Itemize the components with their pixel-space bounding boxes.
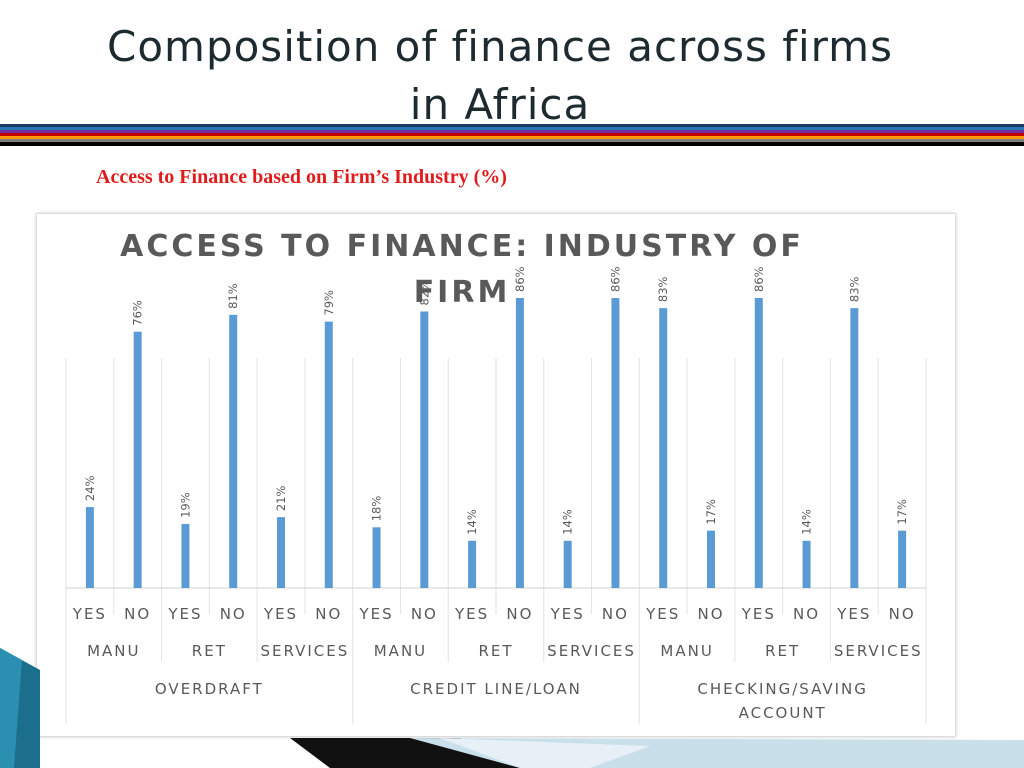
data-label: 14% bbox=[800, 509, 814, 535]
data-label: 76% bbox=[131, 300, 145, 326]
bar-chart: ACCESS TO FINANCE: INDUSTRY OF FIRM 24% YES… bbox=[65, 229, 927, 724]
category-label: YES bbox=[167, 605, 202, 623]
chart-bar bbox=[707, 530, 715, 588]
category-label: YES bbox=[454, 605, 489, 623]
title-stripe bbox=[0, 139, 1024, 142]
title-stripe bbox=[0, 142, 1024, 146]
industry-label: MANU bbox=[374, 642, 427, 660]
chart-bar bbox=[802, 540, 811, 588]
category-label: YES bbox=[263, 605, 298, 623]
slide-title-line-2: in Africa bbox=[409, 80, 591, 129]
decorative-bottom-wave bbox=[290, 738, 1024, 768]
chart-title: FIRM bbox=[414, 275, 511, 310]
category-label: NO bbox=[506, 605, 533, 623]
chart-bar bbox=[324, 321, 333, 588]
industry-label: RET bbox=[478, 642, 513, 660]
chart-bar bbox=[468, 540, 477, 588]
data-label: 86% bbox=[513, 266, 527, 292]
category-label: YES bbox=[645, 605, 680, 623]
category-label: YES bbox=[741, 605, 776, 623]
category-label: NO bbox=[697, 605, 724, 623]
chart-bar bbox=[372, 527, 381, 588]
data-label: 86% bbox=[608, 266, 622, 292]
data-label: 14% bbox=[465, 509, 479, 535]
decorative-corner-shape bbox=[0, 648, 40, 768]
chart-bar bbox=[563, 540, 572, 588]
chart-bar bbox=[133, 331, 142, 588]
finance-type-label: CHECKING/SAVING bbox=[697, 680, 868, 698]
data-label: 14% bbox=[561, 509, 575, 535]
slide-title-line-1: Composition of finance across firms bbox=[107, 22, 893, 71]
industry-label: MANU bbox=[660, 642, 713, 660]
category-label: NO bbox=[411, 605, 438, 623]
data-label: 82% bbox=[417, 280, 431, 306]
data-label: 81% bbox=[226, 283, 240, 309]
category-label: NO bbox=[220, 605, 247, 623]
title-stripe bbox=[0, 133, 1024, 136]
data-label: 86% bbox=[752, 266, 766, 292]
title-stripe bbox=[0, 127, 1024, 130]
data-label: 21% bbox=[274, 486, 288, 512]
category-label: YES bbox=[550, 605, 585, 623]
data-label: 24% bbox=[83, 475, 97, 501]
data-label: 18% bbox=[370, 496, 384, 522]
industry-label: RET bbox=[765, 642, 800, 660]
finance-type-label: OVERDRAFT bbox=[155, 680, 264, 698]
title-stripe bbox=[0, 136, 1024, 139]
finance-type-label: CREDIT LINE/LOAN bbox=[410, 680, 582, 698]
data-label: 17% bbox=[704, 499, 718, 525]
data-label: 79% bbox=[322, 290, 336, 316]
category-label: NO bbox=[124, 605, 151, 623]
category-label: YES bbox=[72, 605, 107, 623]
chart-frame: ACCESS TO FINANCE: INDUSTRY OF FIRM 24% YES… bbox=[37, 214, 955, 736]
finance-type-label: ACCOUNT bbox=[739, 704, 827, 722]
category-label: NO bbox=[602, 605, 629, 623]
chart-bar bbox=[181, 523, 190, 588]
industry-label: MANU bbox=[87, 642, 140, 660]
chart-bar bbox=[277, 517, 285, 588]
chart-bar bbox=[754, 298, 763, 588]
data-label: 17% bbox=[895, 499, 909, 525]
chart-bar bbox=[420, 311, 429, 588]
category-label: NO bbox=[793, 605, 820, 623]
data-label: 83% bbox=[656, 276, 670, 302]
chart-bar bbox=[85, 507, 94, 588]
slide-title: Composition of finance across firms in A… bbox=[0, 18, 1000, 134]
data-label: 19% bbox=[178, 492, 192, 518]
category-label: NO bbox=[889, 605, 916, 623]
category-label: NO bbox=[315, 605, 342, 623]
category-label: YES bbox=[358, 605, 393, 623]
title-stripe bbox=[0, 124, 1024, 127]
industry-label: RET bbox=[192, 642, 227, 660]
title-stripe-band bbox=[0, 124, 1024, 146]
chart-bar bbox=[611, 298, 620, 588]
category-label: YES bbox=[836, 605, 871, 623]
chart-bar bbox=[515, 298, 524, 588]
industry-label: SERVICES bbox=[261, 642, 350, 660]
industry-label: SERVICES bbox=[834, 642, 923, 660]
chart-bar bbox=[659, 308, 668, 588]
chart-bar bbox=[229, 314, 238, 588]
title-stripe bbox=[0, 130, 1024, 133]
chart-bar bbox=[850, 308, 859, 588]
industry-label: SERVICES bbox=[547, 642, 636, 660]
slide-subtitle: Access to Finance based on Firm’s Indust… bbox=[96, 166, 507, 188]
chart-title: ACCESS TO FINANCE: INDUSTRY OF bbox=[120, 229, 804, 264]
chart-bar bbox=[898, 530, 907, 588]
data-label: 83% bbox=[847, 276, 861, 302]
